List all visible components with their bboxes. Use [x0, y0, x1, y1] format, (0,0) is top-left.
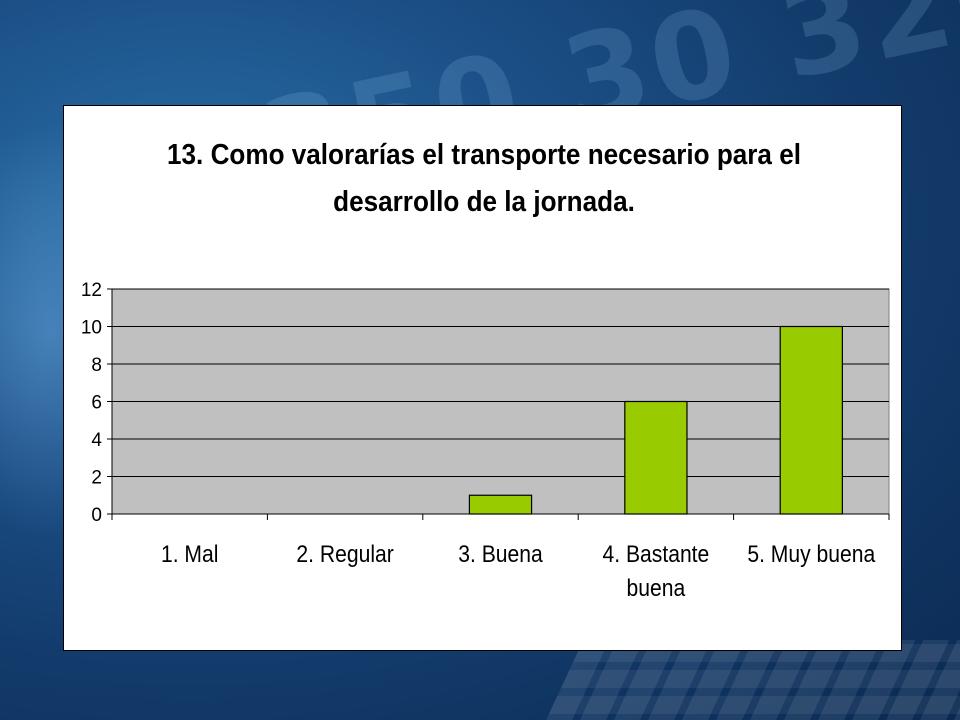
y-tick-label: 8 [91, 355, 102, 376]
x-tick-label: 5. Muy buena [747, 541, 875, 568]
y-tick-label: 4 [91, 430, 102, 451]
y-tick-label: 6 [91, 393, 102, 414]
y-tick-label: 2 [91, 468, 102, 489]
x-tick-label: 4. Bastante [603, 541, 710, 568]
chart-title-line-1: 13. Como valorarías el transporte necesa… [167, 139, 801, 171]
background-keyboard [536, 640, 960, 720]
chart-panel: 13. Como valorarías el transporte necesa… [63, 105, 902, 651]
x-tick-label: buena [627, 575, 686, 602]
chart-title: 13. Como valorarías el transporte necesa… [160, 132, 808, 226]
bar [779, 325, 843, 515]
x-tick-label: 2. Regular [296, 541, 394, 568]
chart-title-line-2: desarrollo de la jornada. [333, 186, 635, 218]
bar-chart: 0 2 4 6 8 10 12 1. Mal 2. Regular 3. Buena 4. Bast… [81, 280, 890, 602]
y-tick-label: 0 [91, 505, 102, 526]
bar [624, 400, 688, 515]
x-tick-label: 3. Buena [458, 541, 543, 568]
x-tick-label: 1. Mal [161, 541, 218, 568]
y-tick-label: 12 [81, 280, 102, 301]
y-tick-label: 10 [81, 318, 102, 339]
bar [468, 494, 533, 515]
